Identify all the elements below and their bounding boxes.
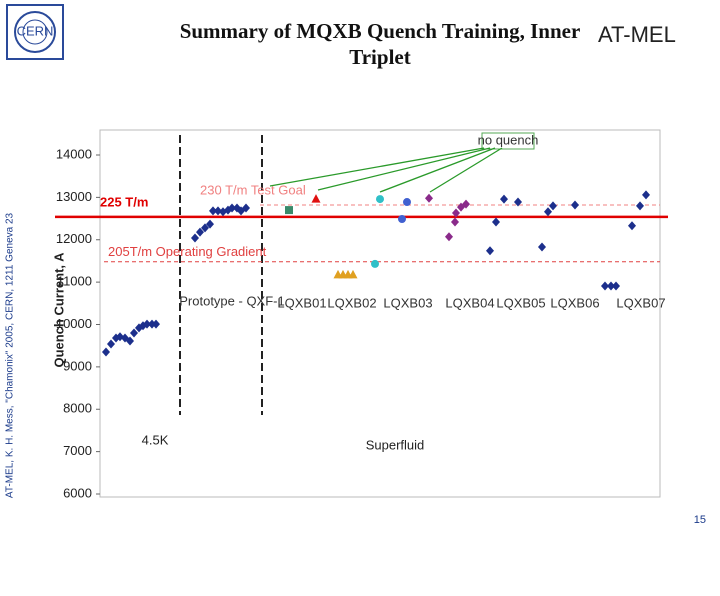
data-point xyxy=(492,217,500,227)
arrow xyxy=(317,147,491,191)
data-point xyxy=(376,195,384,204)
arrow xyxy=(269,147,485,187)
data-point xyxy=(628,221,636,231)
data-point xyxy=(403,198,411,207)
data-point xyxy=(371,259,379,268)
arrow xyxy=(429,147,503,193)
department: AT-MEL xyxy=(598,22,676,47)
y-tick-label: 10000 xyxy=(56,316,92,331)
reference-label: 225 T/m xyxy=(100,194,148,209)
slide: CERN Summary of MQXB Quench Training, In… xyxy=(5,4,706,526)
data-point xyxy=(228,203,236,213)
y-tick-label: 12000 xyxy=(56,231,92,246)
data-point xyxy=(571,200,579,210)
data-point xyxy=(209,206,217,216)
annotation: 4.5K xyxy=(142,432,169,447)
magnet-label: LQXB05 xyxy=(496,295,545,310)
data-point xyxy=(544,207,552,217)
reference-label: 205T/m Operating Gradient xyxy=(108,244,267,259)
data-point xyxy=(126,336,134,346)
data-point xyxy=(348,269,358,279)
data-point xyxy=(514,197,522,207)
data-point xyxy=(201,223,209,233)
y-tick-label: 11000 xyxy=(57,274,92,289)
magnet-label: LQXB04 xyxy=(445,295,494,310)
data-point xyxy=(425,193,433,203)
data-point xyxy=(191,233,199,243)
data-point xyxy=(549,201,557,211)
magnet-label: LQXB02 xyxy=(327,295,376,310)
logo: CERN xyxy=(6,4,64,60)
annotation: Superfluid xyxy=(366,437,425,452)
data-point xyxy=(601,281,609,291)
data-point xyxy=(130,328,138,338)
annotation: no quench xyxy=(478,132,539,147)
data-point xyxy=(607,281,615,291)
y-tick-label: 6000 xyxy=(63,485,92,500)
data-point xyxy=(486,246,494,256)
page-number: 15 xyxy=(693,514,706,526)
y-tick-label: 7000 xyxy=(63,443,92,458)
arrow xyxy=(379,147,496,193)
data-point xyxy=(398,214,406,223)
y-axis-label: Quench Current, A xyxy=(51,252,66,368)
data-point xyxy=(285,206,293,215)
data-point xyxy=(143,319,151,329)
reference-label: 230 T/m Test Goal xyxy=(200,182,306,197)
data-point xyxy=(242,203,250,213)
chart: 6000 7000 8000 9000 10000 11000 12000 13000 1400… xyxy=(51,129,668,500)
data-point xyxy=(214,206,222,216)
data-point xyxy=(206,219,214,229)
data-point xyxy=(612,281,620,291)
magnet-label: LQXB07 xyxy=(616,295,665,310)
data-point xyxy=(462,199,470,209)
data-point xyxy=(452,208,460,218)
y-tick-label: 8000 xyxy=(63,401,92,416)
magnet-label: LQXB01 xyxy=(277,295,326,310)
slide-title: Summary of MQXB Quench Training, Inner T… xyxy=(179,19,581,69)
y-tick-label: 14000 xyxy=(56,146,92,161)
data-point xyxy=(196,227,204,237)
svg-text:CERN: CERN xyxy=(17,23,54,38)
y-tick-label: 13000 xyxy=(56,189,92,204)
data-point xyxy=(636,201,644,211)
y-tick-label: 9000 xyxy=(63,358,92,373)
annotation: Prototype - QXF-1 xyxy=(179,293,284,308)
data-point xyxy=(445,232,453,242)
data-point xyxy=(152,319,160,329)
data-point xyxy=(500,194,508,204)
data-point xyxy=(538,242,546,252)
magnet-label: LQXB06 xyxy=(550,295,599,310)
plot-frame xyxy=(99,129,661,498)
data-point xyxy=(311,194,321,203)
annotation-box xyxy=(481,132,535,150)
data-point xyxy=(451,217,459,227)
magnet-label: LQXB03 xyxy=(383,295,432,310)
data-point xyxy=(642,190,650,200)
data-point xyxy=(102,347,110,357)
data-point xyxy=(107,339,115,349)
